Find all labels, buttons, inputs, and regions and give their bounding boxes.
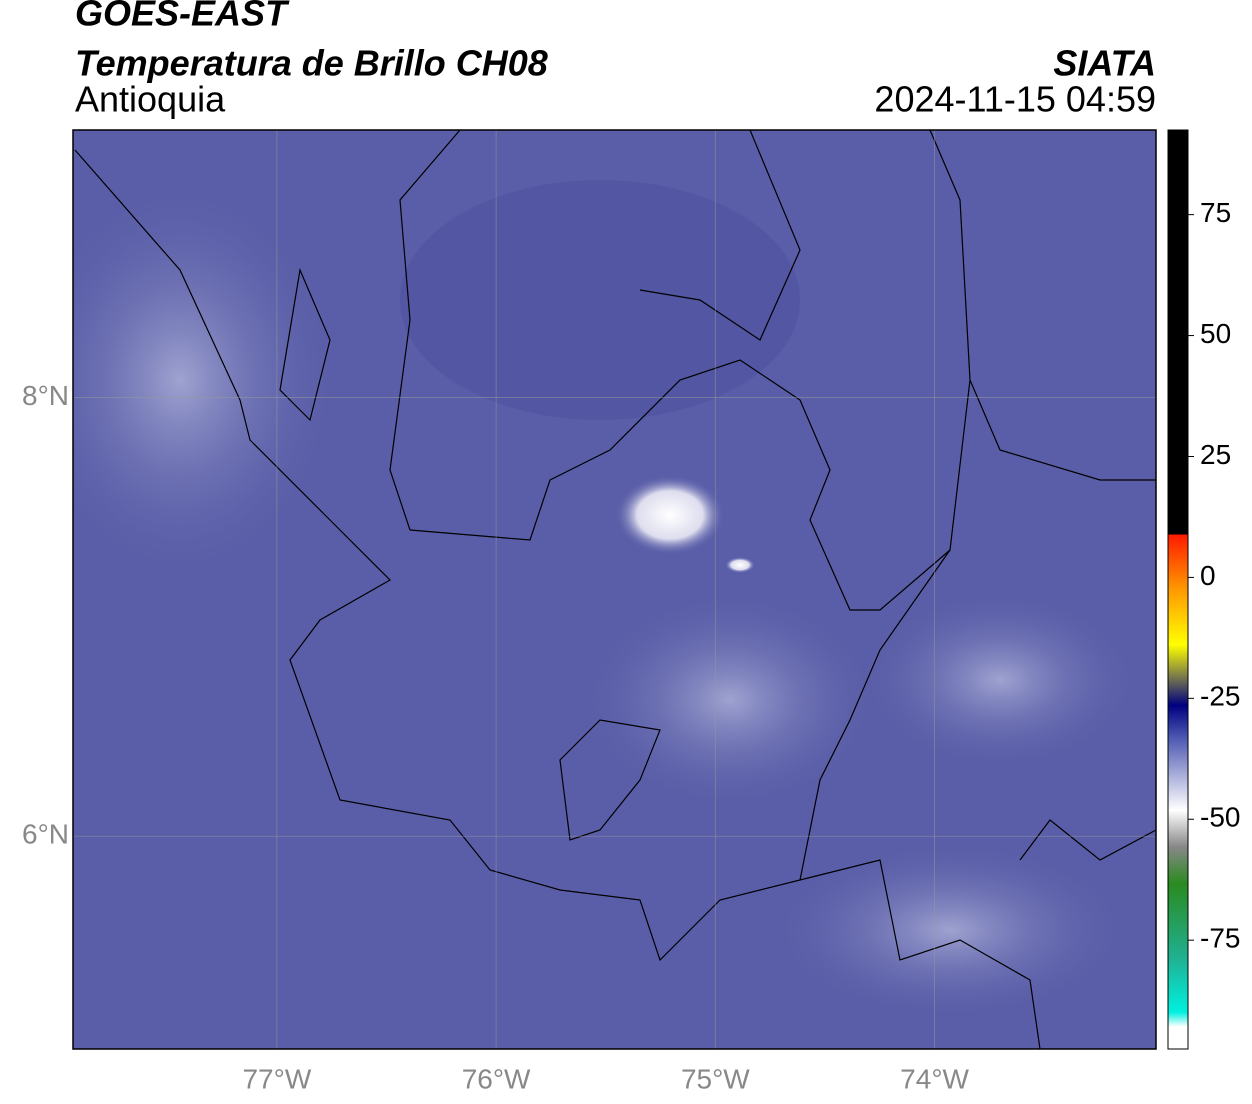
region: Antioquia (75, 79, 226, 120)
cloud (725, 557, 755, 573)
map (73, 130, 1156, 1049)
colorbar-tick-label: -50 (1200, 802, 1240, 833)
source: SIATA (1053, 43, 1156, 84)
cloud (615, 475, 725, 555)
y-tick-label: 8°N (22, 380, 69, 411)
title: GOES-EAST (75, 0, 290, 34)
x-tick-label: 74°W (900, 1063, 969, 1094)
subtitle: Temperatura de Brillo CH08 (75, 43, 548, 84)
colorbar-tick-label: 50 (1200, 318, 1231, 349)
haze (770, 840, 1130, 1020)
haze (73, 180, 340, 580)
colorbar-tick-label: 25 (1200, 439, 1231, 470)
timestamp: 2024-11-15 04:59 (874, 79, 1156, 120)
colorbar-tick-label: 0 (1200, 560, 1216, 591)
colorbar-tick-label: 75 (1200, 197, 1231, 228)
cold-area (400, 180, 800, 420)
x-tick-label: 77°W (242, 1063, 311, 1094)
map-frame (72, 129, 1157, 1050)
x-tick-label: 76°W (462, 1063, 531, 1094)
haze (860, 590, 1140, 770)
borders (74, 130, 1156, 1049)
x-tick-label: 75°W (681, 1063, 750, 1094)
colorbar (1167, 129, 1189, 1050)
colorbar-tick-label: -25 (1200, 681, 1240, 712)
haze (580, 590, 880, 810)
y-tick-label: 6°N (22, 819, 69, 850)
colorbar-tick-label: -75 (1200, 923, 1240, 954)
